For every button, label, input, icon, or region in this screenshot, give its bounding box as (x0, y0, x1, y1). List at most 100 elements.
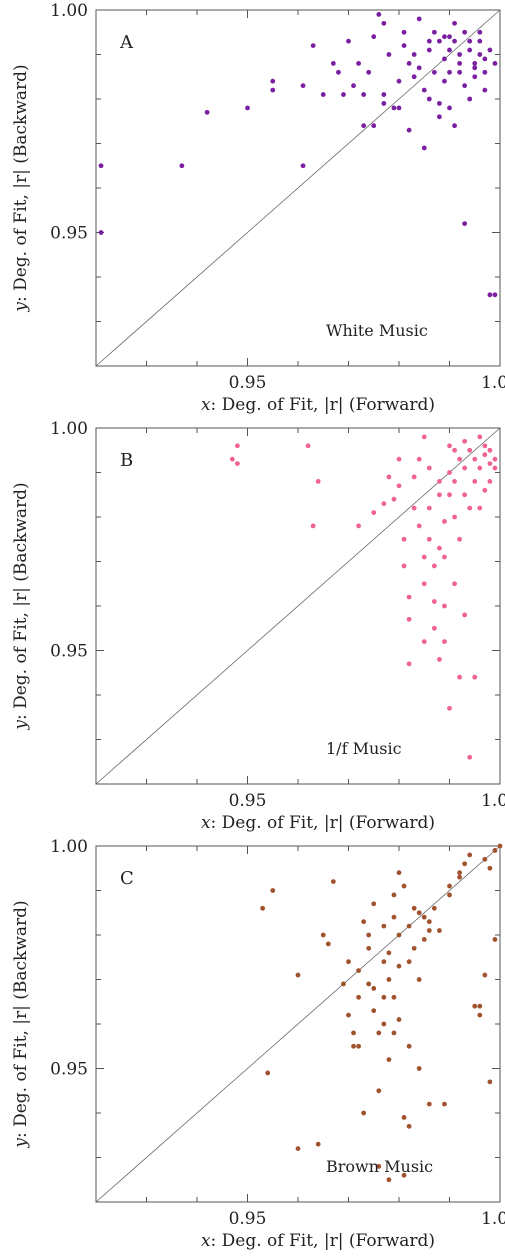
data-point (386, 950, 392, 956)
data-point (98, 163, 104, 169)
data-point (401, 1172, 407, 1178)
data-point (482, 452, 488, 458)
data-point (437, 657, 442, 662)
scatter-chart-c: 0.95 1.00 0.95 1.00 C Brown Music x: Deg. of F… (11, 837, 505, 1251)
data-point (330, 879, 336, 884)
data-point (421, 581, 427, 587)
data-point (487, 47, 493, 53)
data-point (416, 1066, 422, 1071)
data-point (411, 74, 417, 80)
data-point (431, 625, 437, 631)
data-point (341, 981, 346, 987)
x-axis-label: x: Deg. of Fit, |r| (Forward) (201, 395, 435, 415)
data-point (457, 874, 462, 880)
data-point (452, 581, 457, 587)
data-point (477, 52, 483, 57)
data-point (426, 38, 432, 44)
data-point (477, 465, 483, 471)
data-point (406, 127, 412, 133)
y-tick-label: 0.95 (50, 642, 88, 662)
data-point (426, 919, 432, 925)
data-point (482, 972, 488, 978)
data-point (325, 941, 331, 947)
data-point (381, 1021, 387, 1027)
data-point (396, 963, 402, 969)
data-point (442, 603, 447, 609)
data-point (421, 914, 427, 920)
data-point (361, 1110, 367, 1116)
data-point (447, 443, 452, 449)
scatter-chart-b: 0.95 1.00 0.95 1.00 B 1/f Music x: Deg. of Fit… (11, 419, 505, 833)
data-point (487, 479, 493, 484)
data-point (401, 883, 407, 889)
data-point (437, 545, 442, 551)
data-point (472, 456, 478, 462)
data-point (391, 105, 397, 111)
data-point (416, 523, 422, 529)
data-point (381, 92, 387, 97)
x-axis-label: x: Deg. of Fit, |r| (Forward) (201, 813, 435, 833)
data-point (341, 92, 346, 97)
scatter-panel-b: 0.95 1.00 0.95 1.00 B 1/f Music x: Deg. of Fit… (0, 418, 505, 836)
data-point (411, 945, 417, 951)
data-point (447, 69, 452, 75)
data-point (204, 109, 210, 115)
data-point (452, 20, 457, 26)
data-point (467, 447, 473, 453)
data-point (396, 483, 402, 489)
data-point (386, 977, 392, 982)
data-point (482, 87, 488, 93)
data-point (431, 599, 437, 604)
data-point (381, 101, 387, 106)
data-point (411, 505, 417, 511)
data-point (315, 479, 321, 484)
data-point (492, 61, 498, 66)
data-point (467, 852, 473, 858)
data-point (421, 145, 427, 151)
data-point (401, 29, 407, 35)
data-point (437, 101, 442, 106)
data-point (235, 461, 240, 466)
data-point (462, 438, 468, 444)
data-point (351, 83, 356, 89)
data-point (229, 456, 235, 462)
y-axis-label: y: Deg. of Fit, |r| (Backward) (11, 900, 31, 1148)
data-point (437, 479, 442, 484)
x-tick-label: 1.00 (481, 373, 505, 393)
data-point (391, 1030, 397, 1036)
scatter-chart-a: 0.95 1.00 0.95 1.00 A White Music x: Deg. of F… (11, 1, 505, 415)
data-point (260, 905, 266, 911)
y-axis-label: y: Deg. of Fit, |r| (Backward) (11, 482, 31, 730)
data-point (462, 221, 468, 227)
data-point (411, 474, 417, 480)
data-point (356, 61, 361, 66)
data-point (295, 1146, 301, 1151)
data-point (386, 1177, 392, 1183)
data-point (416, 456, 422, 462)
data-point (457, 52, 462, 57)
data-point (442, 34, 447, 40)
data-point (437, 492, 442, 498)
data-point (477, 1012, 483, 1018)
panel-label: A (119, 32, 134, 53)
data-point (366, 932, 372, 938)
data-point (426, 465, 432, 471)
data-point (426, 928, 432, 933)
data-point (462, 83, 468, 89)
data-point (416, 65, 422, 71)
data-point (310, 43, 316, 48)
data-point (467, 47, 473, 53)
data-point (447, 892, 452, 898)
data-point (421, 639, 427, 644)
data-point (371, 34, 377, 40)
data-point (437, 114, 442, 120)
data-point (396, 1017, 402, 1022)
data-point (310, 523, 316, 529)
data-point (462, 861, 468, 867)
data-point (421, 87, 427, 93)
data-point (457, 870, 462, 876)
series-annotation: White Music (326, 321, 428, 340)
data-point (366, 945, 372, 951)
data-point (179, 163, 185, 169)
data-point (462, 465, 468, 471)
